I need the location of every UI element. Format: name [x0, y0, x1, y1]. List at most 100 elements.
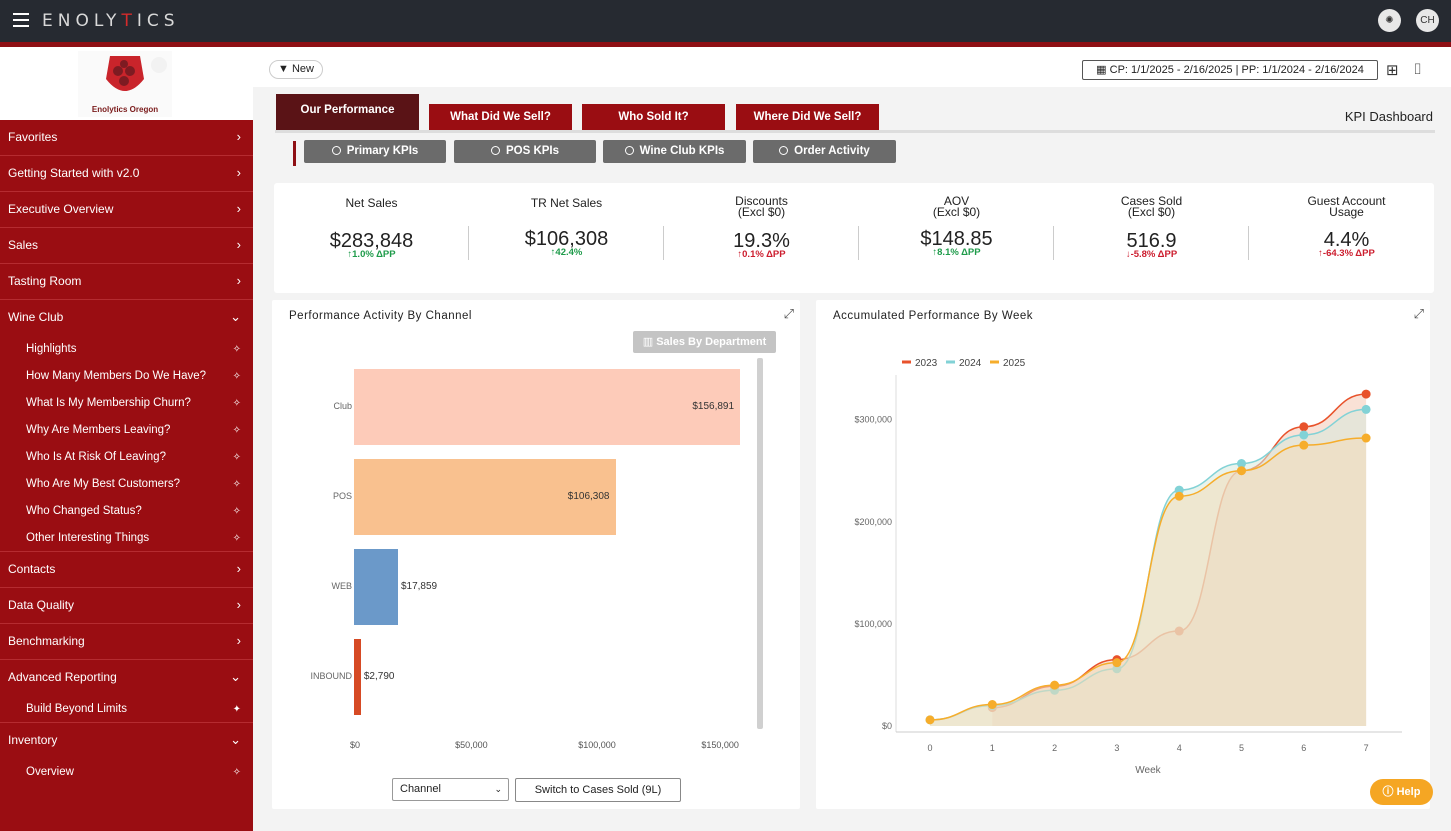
hamburger-menu-icon[interactable]: [13, 13, 29, 27]
radio-icon: [624, 146, 634, 155]
main-content: ▼ New ▦ CP: 1/1/2025 - 2/16/2025 | PP: 1…: [253, 47, 1451, 831]
pin-icon[interactable]: ✧: [232, 344, 241, 355]
radio-icon: [779, 146, 789, 155]
sidebar-subitem[interactable]: Who Changed Status? ✧: [0, 498, 253, 525]
sidebar-subitem[interactable]: What Is My Membership Churn? ✧: [0, 390, 253, 417]
logo-area: Enolytics Oregon: [0, 47, 253, 120]
kpi-discounts[interactable]: Discounts (Excl $0) 19.3% ↑0.1% ΔPP: [664, 183, 859, 293]
chevron-down-icon: ⌄: [494, 784, 502, 794]
sidebar-item-tasting-room[interactable]: Tasting Room ›: [0, 264, 253, 300]
pin-icon[interactable]: ✧: [232, 371, 241, 382]
bar-chart-icon: ▥: [642, 336, 654, 348]
pin-icon[interactable]: ✧: [232, 425, 241, 436]
ai-assistant-icon[interactable]: ✺: [1378, 9, 1401, 32]
sidebar: Enolytics Oregon Favorites › Getting Star…: [0, 47, 253, 831]
filter-icon: ▼: [278, 63, 289, 75]
sidebar-item-data-quality[interactable]: Data Quality ›: [0, 588, 253, 624]
weekly-area-chart: $0 $100,000 $200,000 $300,000 0 1 2 3 4 5 6 7 Week 20…: [854, 358, 1402, 776]
sidebar-item-getting-started[interactable]: Getting Started with v2.0 ›: [0, 156, 253, 192]
new-filter-button[interactable]: ▼ New: [269, 60, 323, 79]
pin-icon[interactable]: ✧: [232, 533, 241, 544]
subtab-primary-kpis[interactable]: Primary KPIs: [304, 140, 446, 163]
series-2024-point: [1361, 404, 1371, 414]
date-range-button[interactable]: ▦ CP: 1/1/2025 - 2/16/2025 | PP: 1/1/202…: [1082, 60, 1378, 80]
kpi-net-sales[interactable]: Net Sales $283,848 ↑1.0% ΔPP: [274, 183, 469, 293]
subtab-pos-kpis[interactable]: POS KPIs: [454, 140, 596, 163]
chevron-right-icon: ›: [236, 633, 241, 648]
chevron-down-icon: ⌄: [230, 669, 241, 684]
toolbar: ▼ New ▦ CP: 1/1/2025 - 2/16/2025 | PP: 1…: [253, 47, 1451, 87]
week-chart-card: Accumulated Performance By Week ⤢ $0 $100…: [816, 300, 1430, 809]
switch-cases-sold-button[interactable]: Switch to Cases Sold (9L): [515, 778, 681, 802]
kpi-cases-sold[interactable]: Cases Sold (Excl $0) 516.9 ↓-5.8% ΔPP: [1054, 183, 1249, 293]
bar-pos[interactable]: [354, 459, 616, 535]
pin-icon[interactable]: ✧: [232, 506, 241, 517]
sidebar-subitem[interactable]: Other Interesting Things ✧: [0, 525, 253, 552]
bar-value-label: $2,790: [363, 671, 395, 682]
pin-icon[interactable]: ✧: [232, 767, 241, 778]
sidebar-item-inventory[interactable]: Inventory ⌄: [0, 723, 253, 759]
sidebar-item-advanced-reporting[interactable]: Advanced Reporting ⌄: [0, 660, 253, 696]
x-tick-label: 6: [1301, 743, 1306, 753]
series-2025-point: [1237, 466, 1246, 476]
sidebar-item-executive-overview[interactable]: Executive Overview ›: [0, 192, 253, 228]
series-2024-point: [1299, 430, 1309, 440]
bar-category-label: POS: [332, 491, 352, 501]
chevron-down-icon: ⌄: [230, 309, 241, 324]
chevron-right-icon: ›: [236, 129, 241, 144]
expand-icon[interactable]: ⤢: [1413, 306, 1424, 321]
sales-by-department-button[interactable]: ▥ Sales By Department: [633, 331, 776, 353]
sidebar-item-sales[interactable]: Sales ›: [0, 228, 253, 264]
help-button[interactable]: ⓘ Help: [1370, 779, 1433, 805]
tab-who-sold-it[interactable]: Who Sold It?: [582, 104, 725, 131]
y-tick-label: $300,000: [854, 415, 892, 425]
sidebar-subitem[interactable]: How Many Members Do We Have? ✧: [0, 363, 253, 390]
sidebar-item-contacts[interactable]: Contacts ›: [0, 552, 253, 588]
channel-select[interactable]: Channel ⌄: [392, 778, 509, 801]
bar-value-label: $156,891: [692, 401, 735, 412]
x-tick-label: 2: [1052, 743, 1057, 753]
kpi-guest-account-usage[interactable]: Guest Account Usage 4.4% ↑-64.3% ΔPP: [1307, 194, 1386, 259]
series-2023-point: [1361, 389, 1371, 399]
chart-scrollbar[interactable]: [757, 358, 763, 729]
sidebar-subitem[interactable]: Overview ✧: [0, 759, 253, 786]
pin-icon[interactable]: ✧: [232, 452, 241, 463]
tab-our-performance[interactable]: Our Performance: [276, 94, 419, 131]
x-tick-label: 0: [927, 743, 932, 753]
radio-icon: [331, 146, 341, 155]
series-2023-point: [1299, 422, 1309, 432]
tab-where-did-we-sell[interactable]: Where Did We Sell?: [736, 104, 879, 131]
sidebar-subitem[interactable]: Who Is At Risk Of Leaving? ✧: [0, 444, 253, 471]
chevron-right-icon: ›: [236, 201, 241, 216]
sidebar-subitem[interactable]: Why Are Members Leaving? ✧: [0, 417, 253, 444]
page-title: KPI Dashboard: [1344, 109, 1433, 124]
sidebar-item-benchmarking[interactable]: Benchmarking ›: [0, 624, 253, 660]
chevron-right-icon: ›: [236, 561, 241, 576]
kpi-tr-net-sales[interactable]: TR Net Sales $106,308 ↑42.4%: [469, 183, 664, 293]
sidebar-subitem[interactable]: Who Are My Best Customers? ✧: [0, 471, 253, 498]
sidebar-item-favorites[interactable]: Favorites ›: [0, 120, 253, 156]
sidebar-subitem[interactable]: Build Beyond Limits ✦: [0, 696, 253, 723]
tab-what-did-we-sell[interactable]: What Did We Sell?: [429, 104, 572, 131]
bar-club[interactable]: [354, 369, 741, 445]
bar-inbound[interactable]: [354, 639, 361, 715]
help-icon: ⓘ: [1382, 786, 1394, 798]
bar-web[interactable]: [354, 549, 398, 625]
sidebar-item-wine-club[interactable]: Wine Club ⌄: [0, 300, 253, 336]
channel-chart-card: Performance Activity By Channel ⤢ ▥ Sale…: [272, 300, 800, 809]
subtab-order-activity[interactable]: Order Activity: [753, 140, 896, 163]
sidebar-subitem[interactable]: Highlights ✧: [0, 336, 253, 363]
y-tick-label: $200,000: [854, 517, 892, 527]
pin-icon[interactable]: ✧: [232, 398, 241, 409]
bookmark-icon[interactable]: ⌷: [1413, 61, 1423, 78]
bookmark-add-icon[interactable]: ⊞: [1386, 62, 1399, 79]
subtab-wine-club-kpis[interactable]: Wine Club KPIs: [603, 140, 746, 163]
pin-icon[interactable]: ✧: [232, 479, 241, 490]
user-avatar[interactable]: CH: [1416, 9, 1439, 32]
expand-icon[interactable]: ⤢: [783, 306, 794, 321]
chevron-right-icon: ›: [236, 237, 241, 252]
x-tick-label: $0: [350, 740, 361, 750]
kpi-aov[interactable]: AOV (Excl $0) $148.85 ↑8.1% ΔPP: [859, 183, 1054, 293]
series-2025-point: [987, 700, 997, 710]
pin-filled-icon[interactable]: ✦: [232, 704, 241, 715]
